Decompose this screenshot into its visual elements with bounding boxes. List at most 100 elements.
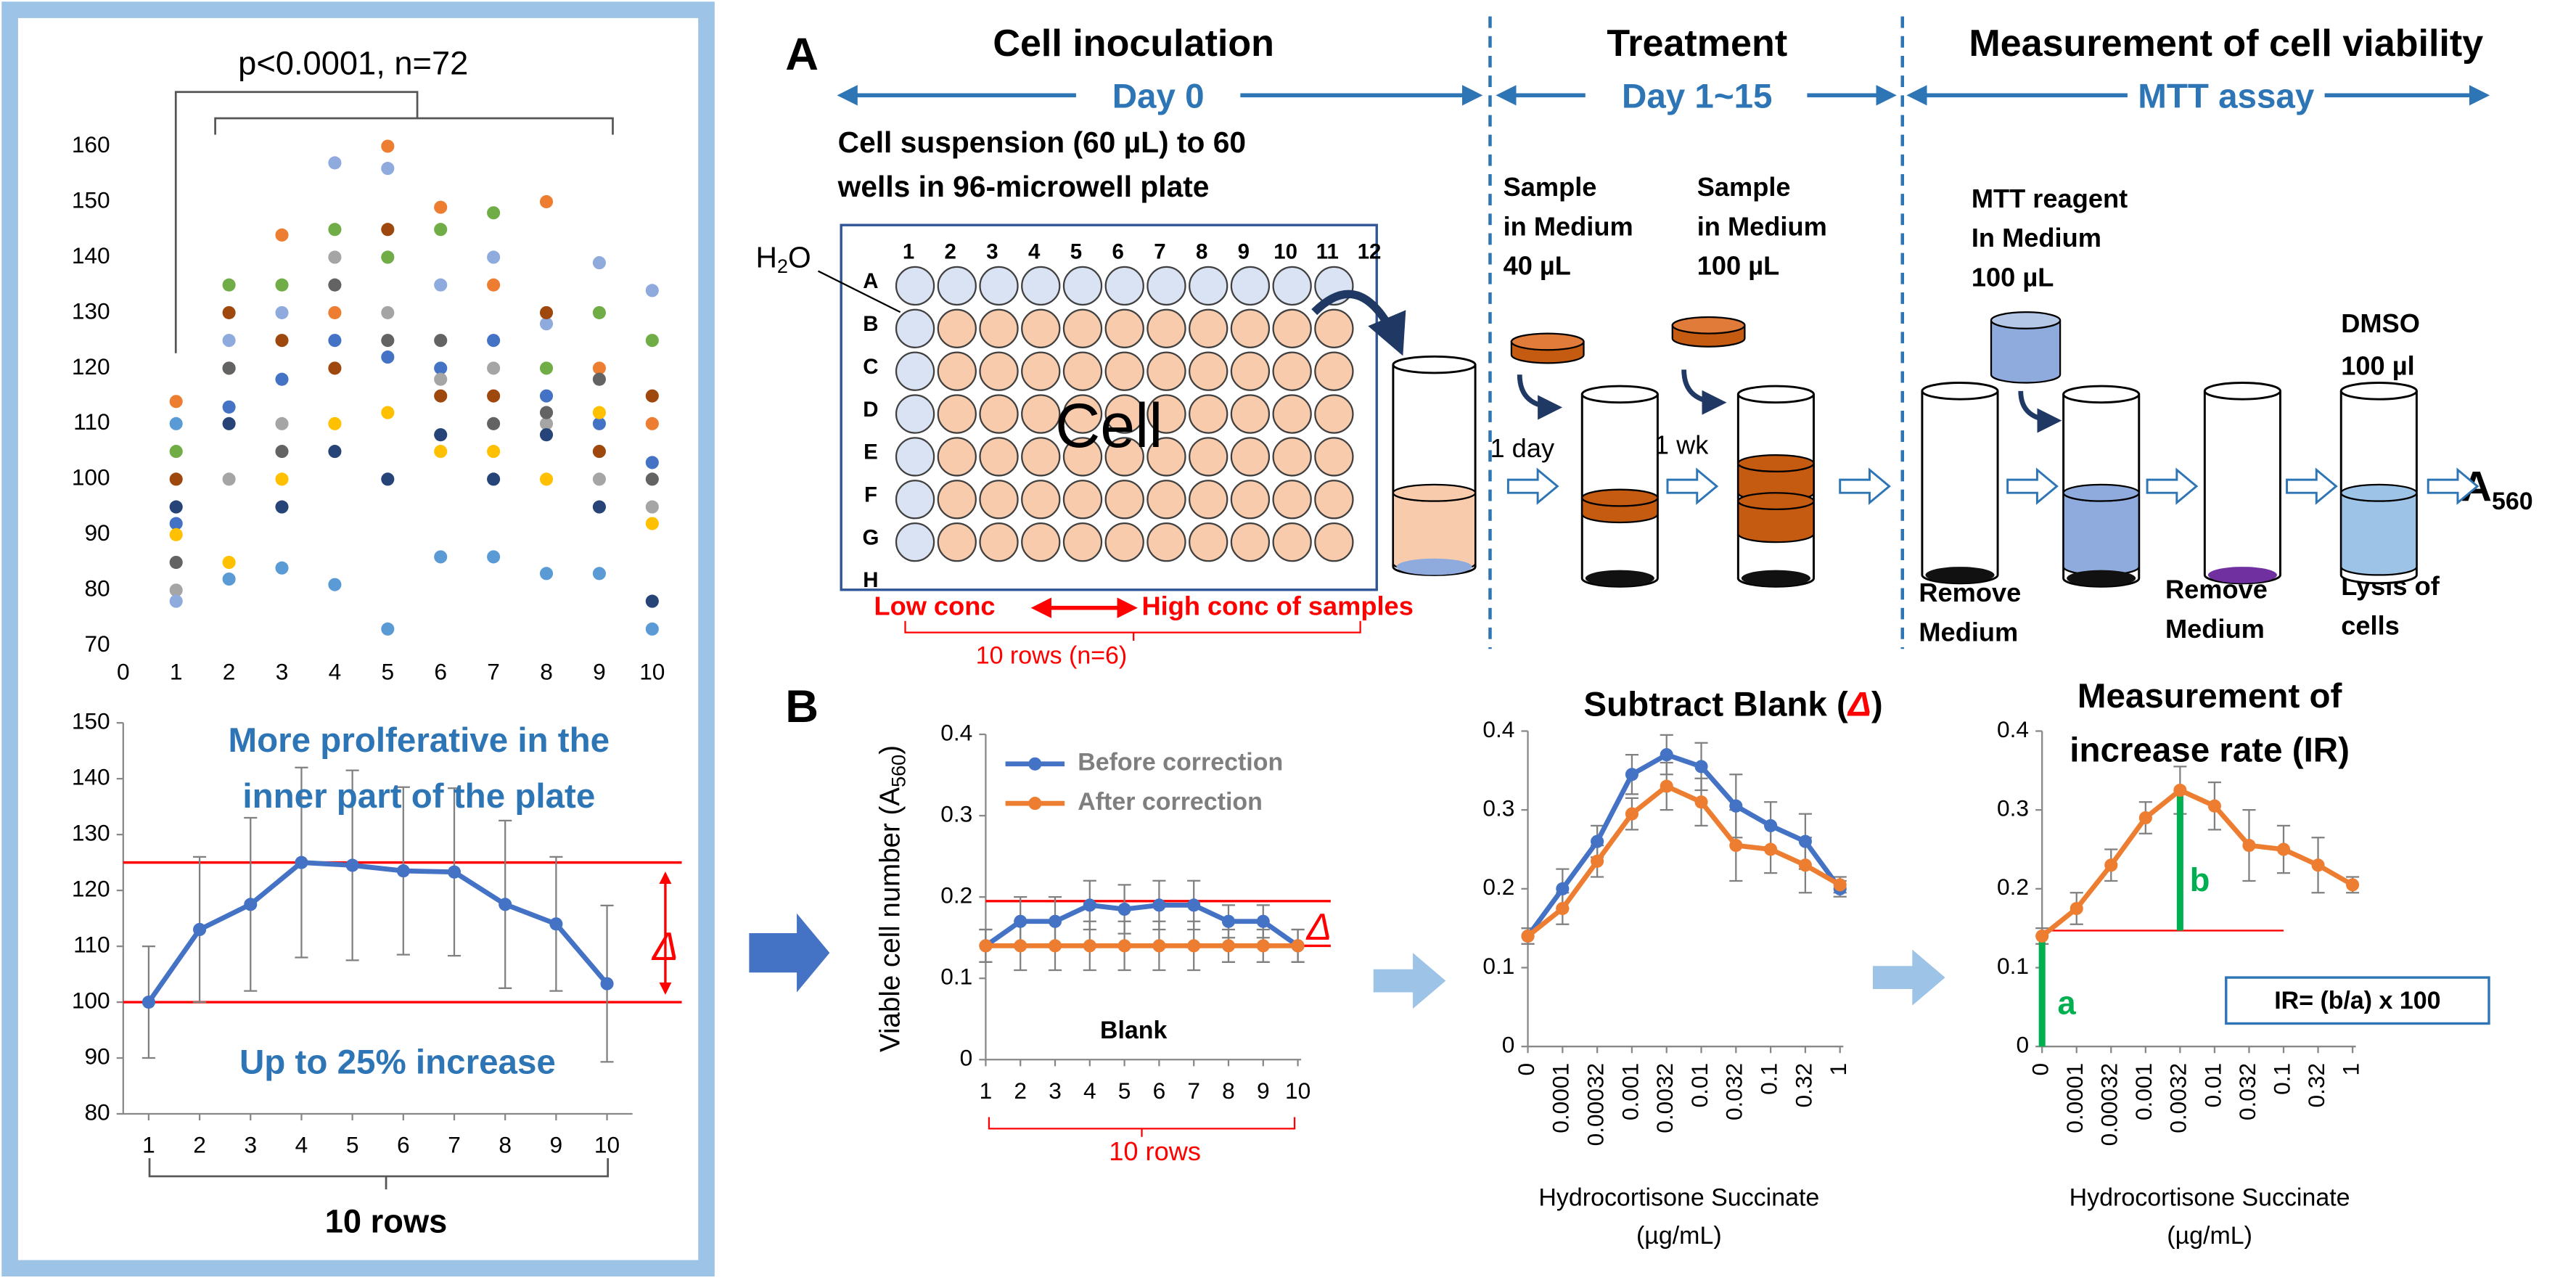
well (1147, 351, 1186, 391)
point (381, 472, 395, 486)
x-tick-label: 7 (1187, 1078, 1200, 1104)
point (487, 361, 501, 375)
conc-high: High conc of samples (1142, 591, 1414, 620)
y-tick-label: 0.2 (1997, 874, 2029, 900)
brace (988, 1117, 1296, 1137)
well (895, 308, 935, 348)
well (1062, 522, 1103, 562)
well (937, 351, 977, 391)
x-tick-label: 0.0001 (1548, 1063, 1574, 1133)
well (1147, 480, 1186, 520)
point (328, 445, 342, 459)
well (1272, 437, 1312, 477)
tube-bottom (1925, 567, 1995, 583)
point (2346, 878, 2360, 892)
point (328, 305, 342, 319)
y-tick-label: 90 (84, 1043, 110, 1069)
well (1314, 351, 1354, 391)
point (328, 361, 342, 375)
y-tick-label: 110 (73, 409, 110, 435)
well (1230, 394, 1271, 434)
step-arrow (2146, 467, 2199, 505)
point (328, 223, 342, 237)
well (1230, 522, 1271, 562)
point (1014, 914, 1027, 928)
point (539, 361, 554, 375)
point (345, 858, 359, 872)
step-arrow (1666, 467, 1719, 505)
tube-layer (2340, 492, 2418, 576)
x-tick-label: 4 (295, 1132, 308, 1158)
point (222, 572, 236, 586)
point (487, 445, 501, 459)
point (539, 567, 554, 581)
point (434, 389, 448, 403)
plate-row: A (863, 269, 878, 293)
point (1083, 939, 1096, 953)
step-period: Day 1~15 (1622, 77, 1772, 115)
x-tick-label: 3 (1049, 1078, 1062, 1104)
pointer (817, 270, 901, 313)
well (1314, 522, 1354, 562)
point (1729, 839, 1743, 853)
well (1189, 351, 1228, 391)
dmso-label: DMSO (2341, 308, 2420, 338)
point (645, 284, 659, 298)
y-tick-label: 0.3 (940, 800, 972, 826)
x-tick-label: 0.32 (2303, 1063, 2329, 1108)
x-tick-label: 0.01 (2199, 1063, 2226, 1108)
point (645, 389, 659, 403)
y-tick-label: 0.1 (1997, 953, 2029, 979)
point (434, 372, 448, 386)
x-tick-label: 5 (1118, 1078, 1131, 1104)
well (979, 394, 1019, 434)
brace (148, 1158, 610, 1190)
point (1521, 929, 1535, 943)
x-tick-label: 8 (540, 659, 553, 685)
plate-column: 2 (945, 239, 956, 263)
step-title: Treatment (1607, 22, 1787, 65)
point (1556, 882, 1570, 895)
x-tick-label: 0.0032 (1652, 1063, 1678, 1133)
point (275, 445, 289, 459)
x-tick-label: 0.001 (1617, 1063, 1643, 1120)
plate-column: 7 (1154, 239, 1165, 263)
tube-layer-top (2062, 483, 2140, 502)
x-tick-label: 10 (1285, 1078, 1310, 1104)
well (1189, 480, 1228, 520)
point (539, 417, 554, 430)
point (1221, 914, 1236, 928)
well (1021, 351, 1061, 391)
point (487, 250, 501, 264)
annotation: Up to 25% increase (239, 1043, 556, 1082)
point (1117, 939, 1131, 953)
point (645, 622, 659, 636)
x-tick-label: 1 (1825, 1063, 1851, 1076)
point (539, 389, 554, 403)
point (1764, 842, 1778, 856)
point (592, 445, 606, 459)
point (275, 305, 289, 319)
y-tick-label: 90 (84, 520, 110, 546)
sample-label: Sample (1504, 172, 1597, 202)
y-tick-label: 0.1 (940, 964, 972, 990)
point (222, 305, 236, 319)
point (222, 400, 236, 414)
point (592, 256, 606, 270)
well (1272, 480, 1312, 520)
x-tick-label: 6 (434, 659, 447, 685)
mtt-label: 100 µL (1972, 262, 2054, 292)
well (1104, 351, 1144, 391)
point (222, 472, 236, 486)
point (434, 223, 448, 237)
x-tick-label: 1 (170, 659, 183, 685)
point (381, 334, 395, 348)
well (1230, 437, 1271, 477)
tube-bottom (1741, 570, 1810, 587)
well (937, 266, 977, 306)
x-tick-label: 3 (244, 1132, 257, 1158)
well (1021, 480, 1061, 520)
well (1272, 522, 1312, 562)
x-tick-label: 0.01 (1686, 1063, 1712, 1108)
point (2035, 929, 2049, 943)
